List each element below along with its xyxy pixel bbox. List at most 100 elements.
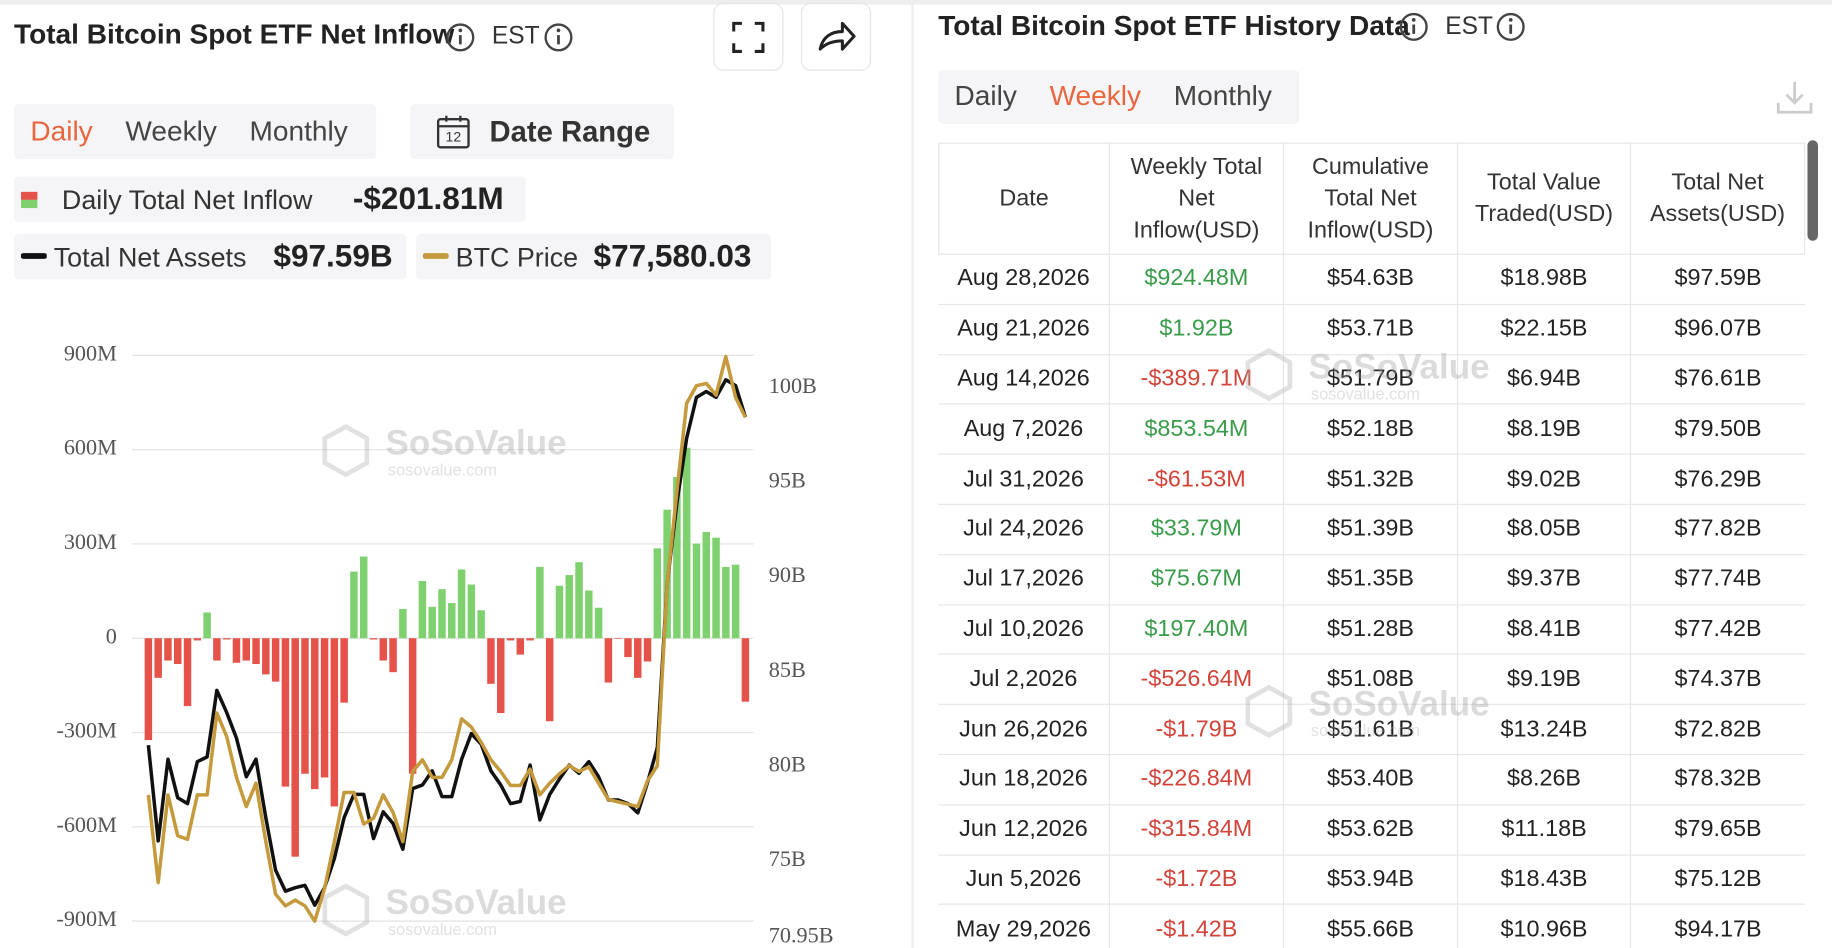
table-cell: $11.18B xyxy=(1458,805,1632,856)
legend-value: $77,580.03 xyxy=(593,238,752,274)
bar xyxy=(183,638,192,707)
table-cell: $51.28B xyxy=(1284,605,1459,656)
legend-swatch xyxy=(422,253,449,259)
tab-group xyxy=(938,70,1300,124)
info-icon[interactable] xyxy=(1397,11,1430,44)
table-cell: $51.61B xyxy=(1284,705,1459,756)
bar xyxy=(330,638,339,807)
tab[interactable]: Weekly xyxy=(125,115,217,148)
legend-swatch xyxy=(21,191,38,209)
calendar-day: 12 xyxy=(446,129,462,145)
bar xyxy=(418,581,427,639)
bar xyxy=(428,606,436,639)
table-cell: Jul 31,2026 xyxy=(938,454,1110,505)
bar xyxy=(193,638,202,641)
table-cell: Jun 5,2026 xyxy=(938,855,1110,906)
date-range-button[interactable] xyxy=(410,104,675,159)
bar xyxy=(389,638,397,673)
top-bar xyxy=(0,0,1832,5)
download-icon[interactable] xyxy=(1774,77,1816,117)
tab[interactable]: Weekly xyxy=(1049,80,1142,113)
table-cell: Aug 21,2026 xyxy=(938,304,1110,355)
chart-title: Total Bitcoin Spot ETF Net Inflow xyxy=(14,18,455,51)
column-header: Weekly Total Net Inflow(USD) xyxy=(1109,142,1285,255)
y2-tick-label: 70.95B xyxy=(769,923,834,948)
table-cell: $79.65B xyxy=(1631,805,1806,856)
table-cell: $53.62B xyxy=(1284,805,1459,856)
table-cell: Jul 17,2026 xyxy=(938,555,1110,606)
table-cell: $22.15B xyxy=(1458,304,1632,355)
info-icon[interactable] xyxy=(444,21,477,54)
bar xyxy=(712,537,720,639)
fullscreen-button[interactable] xyxy=(713,2,785,72)
bar xyxy=(722,566,730,639)
table-cell: -$1.42B xyxy=(1110,905,1285,948)
tab[interactable]: Monthly xyxy=(249,115,348,148)
bar xyxy=(359,556,368,639)
tabs: Daily Weekly Monthly xyxy=(30,116,347,149)
table-cell: $74.37B xyxy=(1631,655,1806,706)
table-cell: $75.12B xyxy=(1631,855,1806,906)
share-button[interactable] xyxy=(800,2,872,72)
tab[interactable]: Monthly xyxy=(1173,80,1272,113)
table-cell: $8.19B xyxy=(1458,404,1632,455)
bar xyxy=(369,638,378,640)
info-icon[interactable] xyxy=(1494,11,1527,44)
table-cell: Jun 12,2026 xyxy=(938,805,1110,856)
bar xyxy=(585,590,593,639)
bar xyxy=(262,638,270,675)
watermark-text: SoSoValue xyxy=(386,424,567,463)
watermark-logo xyxy=(322,883,370,937)
table-cell: $1.92B xyxy=(1109,304,1285,355)
table-cell: $53.40B xyxy=(1284,755,1459,806)
table-cell: $55.66B xyxy=(1284,905,1459,948)
bar xyxy=(467,584,476,639)
bar xyxy=(252,638,260,665)
y2-tick-label: 95B xyxy=(769,468,806,493)
bar xyxy=(271,638,280,682)
watermark-logo xyxy=(322,423,370,478)
bar xyxy=(526,638,534,641)
table-cell: -$61.53M xyxy=(1109,454,1285,505)
table-cell: $13.24B xyxy=(1458,705,1632,756)
table-cell: $77.74B xyxy=(1631,555,1806,606)
scrollbar[interactable] xyxy=(1807,140,1818,241)
info-icon[interactable] xyxy=(542,21,575,54)
bar xyxy=(516,638,525,655)
column-header: Date xyxy=(938,142,1110,255)
table-cell: Jul 10,2026 xyxy=(938,605,1110,656)
tab-group xyxy=(14,104,377,159)
column-header: Cumulative Total Net Inflow(USD) xyxy=(1284,142,1459,255)
bar xyxy=(477,610,485,639)
table-cell: -$526.64M xyxy=(1109,655,1285,706)
tab[interactable]: Daily xyxy=(954,80,1017,113)
table-cell: $10.96B xyxy=(1458,905,1632,948)
bar xyxy=(624,638,632,658)
table-cell: $51.39B xyxy=(1284,504,1459,556)
table-cell: -$315.84M xyxy=(1109,805,1285,856)
legend-label: Total Net Assets xyxy=(53,241,247,273)
tab[interactable]: Daily xyxy=(30,115,93,148)
bar xyxy=(731,564,740,639)
bar xyxy=(506,638,515,641)
column-header: Total Net Assets(USD) xyxy=(1631,142,1806,255)
table-cell: $9.37B xyxy=(1458,555,1632,606)
bar xyxy=(496,638,505,714)
table-cell: $51.08B xyxy=(1284,655,1459,706)
divider xyxy=(911,0,914,948)
bar xyxy=(232,638,241,663)
bar xyxy=(174,638,182,665)
table-cell: $75.67M xyxy=(1109,555,1285,606)
table-cell: $33.79M xyxy=(1109,504,1285,556)
bar xyxy=(536,566,544,639)
table-cell: $96.07B xyxy=(1631,305,1806,355)
y-tick-label: -600M xyxy=(56,812,117,837)
table-cell: $97.59B xyxy=(1631,255,1806,305)
bar xyxy=(614,638,622,639)
legend-swatch xyxy=(21,253,47,259)
legend-box xyxy=(14,233,407,280)
column-header: Total Value Traded(USD) xyxy=(1458,142,1632,255)
chart: 900M 600M 300M 0 -300M -600M -900M 100B 95B 90B 85… xyxy=(56,340,834,948)
bar xyxy=(457,569,466,639)
